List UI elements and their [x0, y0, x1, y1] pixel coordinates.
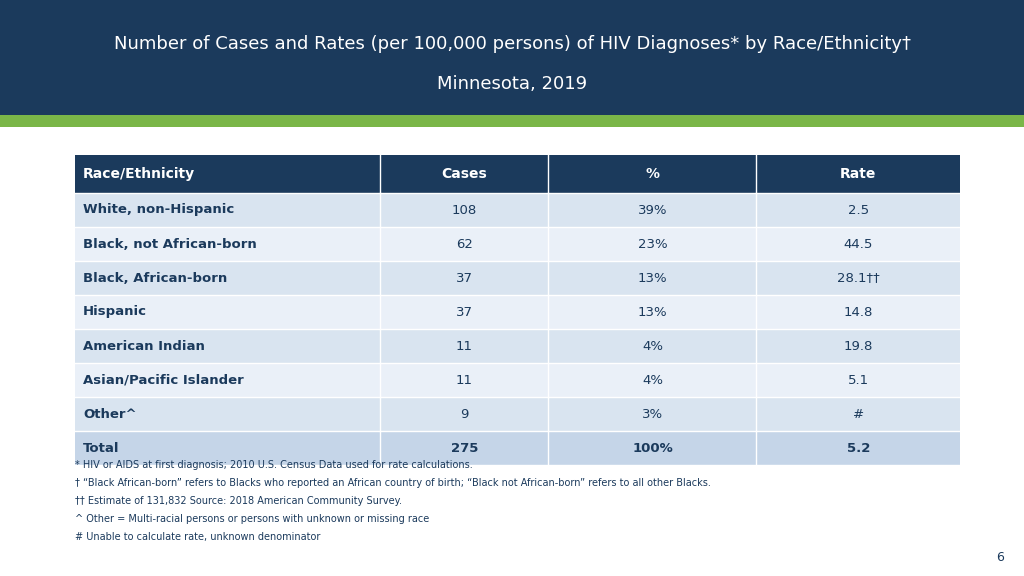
Text: American Indian: American Indian: [83, 339, 205, 353]
Text: 100%: 100%: [632, 441, 673, 454]
Text: 108: 108: [452, 203, 477, 217]
Text: 39%: 39%: [638, 203, 668, 217]
Bar: [75, 363, 961, 397]
Text: 13%: 13%: [638, 305, 668, 319]
Text: 3%: 3%: [642, 407, 663, 420]
Text: 4%: 4%: [642, 339, 663, 353]
Text: Black, not African-born: Black, not African-born: [83, 237, 257, 251]
Text: 14.8: 14.8: [844, 305, 872, 319]
Text: %: %: [645, 167, 659, 181]
Bar: [75, 193, 961, 227]
Text: #: #: [853, 407, 864, 420]
Text: White, non-Hispanic: White, non-Hispanic: [83, 203, 234, 217]
Text: 37: 37: [456, 271, 473, 285]
Text: 275: 275: [451, 441, 478, 454]
Bar: [75, 261, 961, 295]
Text: 5.1: 5.1: [848, 373, 868, 386]
Bar: [0, 0, 1024, 115]
Text: 6: 6: [996, 551, 1004, 564]
Bar: [75, 227, 961, 261]
Text: # Unable to calculate rate, unknown denominator: # Unable to calculate rate, unknown deno…: [75, 532, 321, 542]
Text: Asian/Pacific Islander: Asian/Pacific Islander: [83, 373, 244, 386]
Text: 13%: 13%: [638, 271, 668, 285]
Text: Hispanic: Hispanic: [83, 305, 147, 319]
Text: Number of Cases and Rates (per 100,000 persons) of HIV Diagnoses* by Race/Ethnic: Number of Cases and Rates (per 100,000 p…: [114, 35, 910, 52]
Text: Cases: Cases: [441, 167, 487, 181]
Text: 44.5: 44.5: [844, 237, 872, 251]
Text: Other^: Other^: [83, 407, 136, 420]
Text: 9: 9: [460, 407, 469, 420]
Text: * HIV or AIDS at first diagnosis; 2010 U.S. Census Data used for rate calculatio: * HIV or AIDS at first diagnosis; 2010 U…: [75, 460, 473, 470]
Text: 11: 11: [456, 339, 473, 353]
Bar: [75, 431, 961, 465]
Text: 37: 37: [456, 305, 473, 319]
Text: 23%: 23%: [638, 237, 668, 251]
Bar: [75, 397, 961, 431]
Bar: [75, 329, 961, 363]
Text: ^ Other = Multi-racial persons or persons with unknown or missing race: ^ Other = Multi-racial persons or person…: [75, 514, 429, 524]
Text: Race/Ethnicity: Race/Ethnicity: [83, 167, 196, 181]
Text: Black, African-born: Black, African-born: [83, 271, 227, 285]
Text: 5.2: 5.2: [847, 441, 870, 454]
Bar: [0, 115, 1024, 127]
Text: Rate: Rate: [840, 167, 877, 181]
Bar: [75, 155, 961, 193]
Text: Minnesota, 2019: Minnesota, 2019: [437, 75, 587, 93]
Text: 28.1††: 28.1††: [837, 271, 880, 285]
Text: Total: Total: [83, 441, 120, 454]
Text: 62: 62: [456, 237, 473, 251]
Text: 11: 11: [456, 373, 473, 386]
Bar: [75, 295, 961, 329]
Text: 2.5: 2.5: [848, 203, 868, 217]
Text: †† Estimate of 131,832 Source: 2018 American Community Survey.: †† Estimate of 131,832 Source: 2018 Amer…: [75, 496, 402, 506]
Text: † “Black African-born” refers to Blacks who reported an African country of birth: † “Black African-born” refers to Blacks …: [75, 478, 711, 488]
Text: 4%: 4%: [642, 373, 663, 386]
Text: 19.8: 19.8: [844, 339, 872, 353]
